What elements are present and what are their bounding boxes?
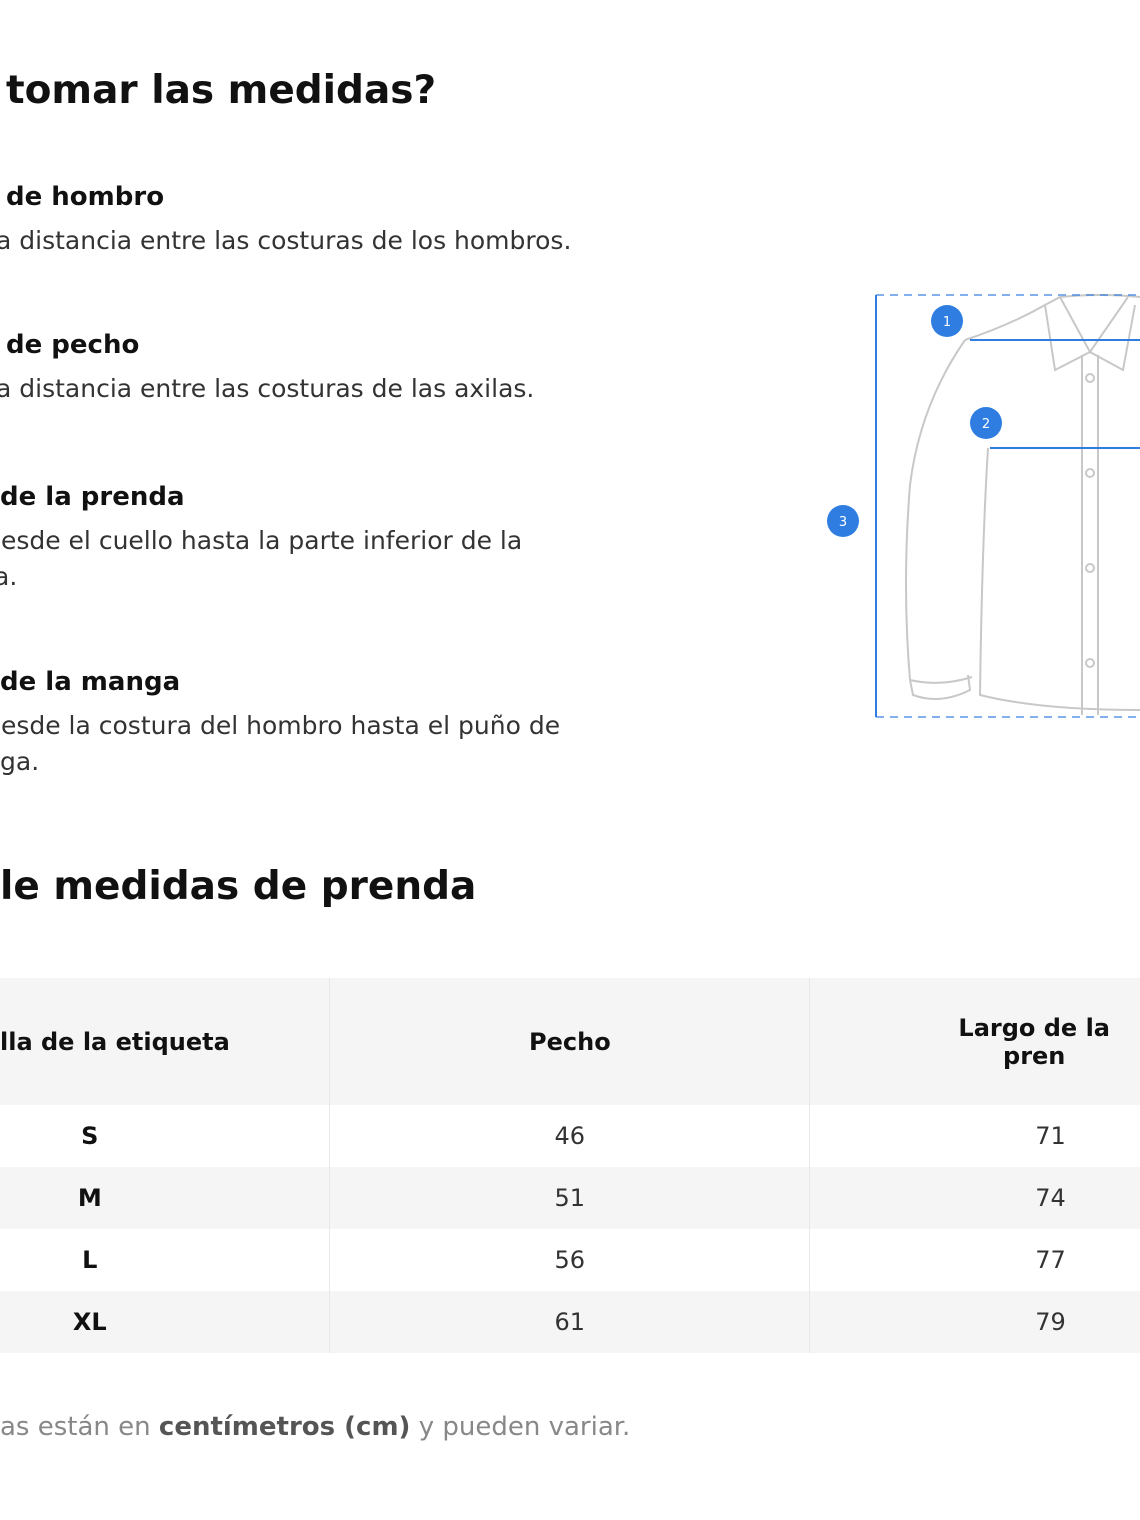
length-cell: 71 bbox=[809, 1105, 1140, 1167]
header-chest: Pecho bbox=[329, 978, 809, 1105]
size-cell: S bbox=[81, 1122, 99, 1150]
svg-text:3: 3 bbox=[839, 515, 847, 530]
footnote-text: as están en bbox=[0, 1412, 159, 1442]
shoulder-description: a distancia entre las costuras de los ho… bbox=[0, 226, 572, 255]
length-cell: 74 bbox=[809, 1167, 1140, 1229]
table-row: S 46 71 bbox=[0, 1105, 1140, 1167]
size-cell: XL bbox=[72, 1308, 107, 1336]
header-length: Largo de la pren bbox=[809, 978, 1140, 1105]
chest-description: a distancia entre las costuras de las ax… bbox=[0, 374, 535, 403]
svg-text:1: 1 bbox=[943, 315, 951, 330]
sleeve-heading: de la manga bbox=[0, 667, 181, 697]
length-description-line2: a. bbox=[0, 562, 18, 591]
measurement-lines bbox=[875, 294, 1140, 718]
table-row: XL 61 79 bbox=[0, 1291, 1140, 1353]
size-table: lla de la etiqueta Pecho Largo de la pre… bbox=[0, 978, 1140, 1353]
shoulder-heading: de hombro bbox=[6, 182, 165, 212]
footnote-text-end: y pueden variar. bbox=[410, 1412, 631, 1442]
chest-heading: de pecho bbox=[6, 330, 140, 360]
shirt-outline bbox=[905, 294, 1140, 715]
size-cell: M bbox=[77, 1184, 102, 1212]
table-row: M 51 74 bbox=[0, 1167, 1140, 1229]
sleeve-description-line1: lesde la costura del hombro hasta el puñ… bbox=[0, 711, 561, 740]
how-to-measure-title: tomar las medidas? bbox=[6, 68, 437, 113]
table-header-row: lla de la etiqueta Pecho Largo de la pre… bbox=[0, 978, 1140, 1105]
table-row: L 56 77 bbox=[0, 1229, 1140, 1291]
size-table-title: le medidas de prenda bbox=[0, 864, 477, 909]
marker-2: 2 bbox=[970, 407, 1002, 439]
units-footnote: as están en centímetros (cm) y pueden va… bbox=[0, 1412, 630, 1442]
sleeve-description-line2: ga. bbox=[0, 747, 40, 776]
marker-3: 3 bbox=[827, 505, 859, 537]
chest-cell: 51 bbox=[329, 1167, 809, 1229]
footnote-units: centímetros (cm) bbox=[158, 1412, 411, 1442]
marker-1: 1 bbox=[931, 305, 963, 337]
shirt-measurement-diagram: 1 2 3 bbox=[827, 294, 1140, 718]
length-cell: 77 bbox=[809, 1229, 1140, 1291]
length-cell: 79 bbox=[809, 1291, 1140, 1353]
chest-cell: 56 bbox=[329, 1229, 809, 1291]
size-cell: L bbox=[82, 1246, 98, 1274]
length-description-line1: lesde el cuello hasta la parte inferior … bbox=[0, 526, 523, 555]
header-label-size: lla de la etiqueta bbox=[0, 1027, 230, 1056]
chest-cell: 61 bbox=[329, 1291, 809, 1353]
svg-text:2: 2 bbox=[982, 417, 990, 432]
length-heading: de la prenda bbox=[0, 482, 185, 512]
chest-cell: 46 bbox=[329, 1105, 809, 1167]
